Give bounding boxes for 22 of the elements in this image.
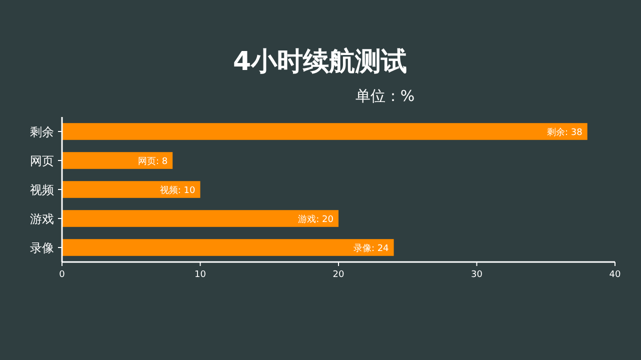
y-tick-label: 视频 <box>30 183 54 197</box>
bar <box>62 239 394 256</box>
y-tick-label: 剩余 <box>30 125 54 139</box>
x-tick-label: 10 <box>194 270 206 280</box>
x-tick-label: 20 <box>332 270 344 280</box>
bar <box>62 152 173 169</box>
data-label: 游戏: 20 <box>298 214 334 225</box>
y-tick-label: 游戏 <box>30 212 54 226</box>
x-tick-label: 30 <box>471 270 483 280</box>
chart-title: 4小时续航测试 <box>232 47 408 77</box>
x-tick-label: 0 <box>59 270 66 280</box>
bar <box>62 181 200 198</box>
data-label: 录像: 24 <box>353 243 390 254</box>
data-label: 剩余: 38 <box>546 127 583 138</box>
y-tick-label: 网页 <box>30 154 54 168</box>
bar <box>62 123 588 140</box>
data-label: 视频: 10 <box>160 185 196 196</box>
data-label: 网页: 8 <box>138 157 168 167</box>
bar <box>62 210 338 227</box>
chart-subtitle: 单位：% <box>355 87 415 105</box>
y-tick-label: 录像 <box>30 241 54 255</box>
x-tick-label: 40 <box>609 270 621 280</box>
